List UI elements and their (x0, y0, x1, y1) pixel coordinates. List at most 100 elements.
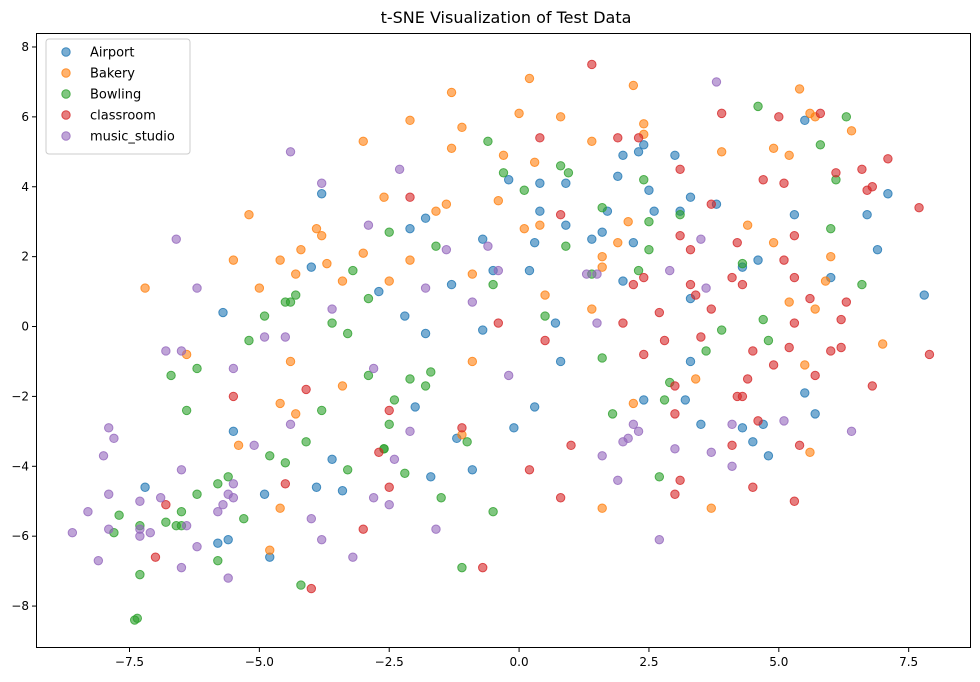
point-classroom (716, 108, 727, 119)
point-music-studio (701, 283, 711, 293)
point-airport (259, 489, 270, 499)
point-music-studio (394, 164, 405, 174)
point-classroom (535, 133, 545, 143)
point-bakery (358, 136, 368, 147)
y-axis: −8 −6 −4 −2 0 2 4 6 8 (11, 40, 36, 613)
point-music-studio (218, 500, 228, 510)
point-music-studio (420, 283, 431, 293)
point-classroom (841, 297, 852, 307)
point-classroom (613, 133, 623, 143)
point-bakery (623, 216, 633, 227)
point-bakery (140, 283, 150, 293)
point-airport (800, 388, 810, 398)
point-bakery (597, 262, 607, 272)
point-music-studio (104, 524, 114, 534)
point-classroom (384, 405, 394, 416)
point-bowling (488, 507, 498, 517)
point-airport (633, 147, 644, 157)
point-bakery (405, 255, 415, 265)
point-classroom (654, 307, 665, 318)
point-bowling (342, 465, 353, 475)
point-music-studio (83, 507, 93, 517)
point-airport (529, 402, 540, 412)
point-bakery (467, 269, 478, 279)
point-music-studio (384, 500, 394, 510)
y-tick-label: 8 (21, 40, 29, 54)
point-bakery (716, 147, 727, 157)
point-bowling (519, 185, 529, 195)
point-classroom (742, 374, 753, 384)
point-bakery (784, 150, 794, 161)
point-bakery (555, 112, 566, 122)
point-classroom (867, 182, 878, 192)
point-bowling (737, 258, 748, 269)
point-music-studio (104, 423, 114, 433)
point-bakery (379, 192, 389, 202)
point-bakery (540, 290, 550, 300)
point-music-studio (363, 220, 374, 230)
point-music-studio (171, 234, 181, 244)
point-classroom (670, 381, 680, 391)
point-airport (311, 482, 322, 492)
point-airport (613, 171, 623, 181)
point-bowling (758, 314, 768, 325)
point-airport (420, 328, 431, 339)
point-bowling (639, 175, 649, 185)
point-bakery (794, 84, 805, 94)
point-bakery (768, 237, 779, 248)
point-bowling (457, 562, 467, 573)
point-bowling (597, 203, 607, 213)
point-airport (753, 255, 763, 265)
point-music-studio (670, 444, 680, 454)
point-music-studio (493, 265, 504, 276)
point-classroom (815, 108, 826, 119)
x-tick-label: −5.0 (245, 655, 274, 669)
point-airport (628, 237, 639, 248)
point-bakery (384, 276, 394, 286)
point-airport (426, 472, 436, 482)
point-bowling (327, 318, 337, 328)
point-music-studio (633, 426, 644, 437)
point-classroom (566, 440, 576, 451)
point-classroom (639, 349, 649, 360)
data-points (67, 59, 935, 625)
point-airport (400, 311, 410, 321)
point-music-studio (228, 479, 239, 489)
point-music-studio (176, 562, 187, 573)
point-classroom (758, 175, 768, 185)
point-classroom (789, 318, 800, 328)
point-music-studio (613, 475, 623, 485)
point-bowling (436, 493, 446, 503)
point-bakery (441, 199, 452, 209)
point-airport (649, 206, 659, 216)
point-music-studio (249, 440, 259, 451)
point-classroom (732, 237, 742, 248)
legend-label-bowling: Bowling (90, 88, 141, 103)
point-classroom (150, 552, 161, 562)
point-bakery (275, 503, 285, 513)
point-classroom (784, 342, 794, 353)
point-bakery (690, 374, 701, 384)
point-bowling (563, 168, 574, 178)
point-airport (306, 262, 317, 272)
point-classroom (618, 318, 628, 328)
legend-marker-classroom (61, 110, 71, 120)
point-music-studio (285, 419, 296, 430)
point-airport (509, 423, 519, 433)
point-classroom (748, 482, 758, 492)
point-classroom (540, 335, 550, 346)
point-bowling (462, 437, 472, 447)
point-airport (524, 265, 535, 276)
point-bakery (877, 339, 888, 349)
point-bowling (555, 161, 566, 171)
point-bakery (446, 143, 457, 154)
point-airport (800, 115, 810, 126)
point-bowling (296, 580, 306, 590)
point-classroom (883, 154, 893, 164)
point-classroom (555, 210, 566, 220)
point-music-studio (597, 451, 607, 461)
point-bowling (763, 335, 774, 346)
plot-frame (36, 33, 971, 648)
point-bowling (348, 265, 358, 276)
point-bowling (213, 479, 223, 489)
